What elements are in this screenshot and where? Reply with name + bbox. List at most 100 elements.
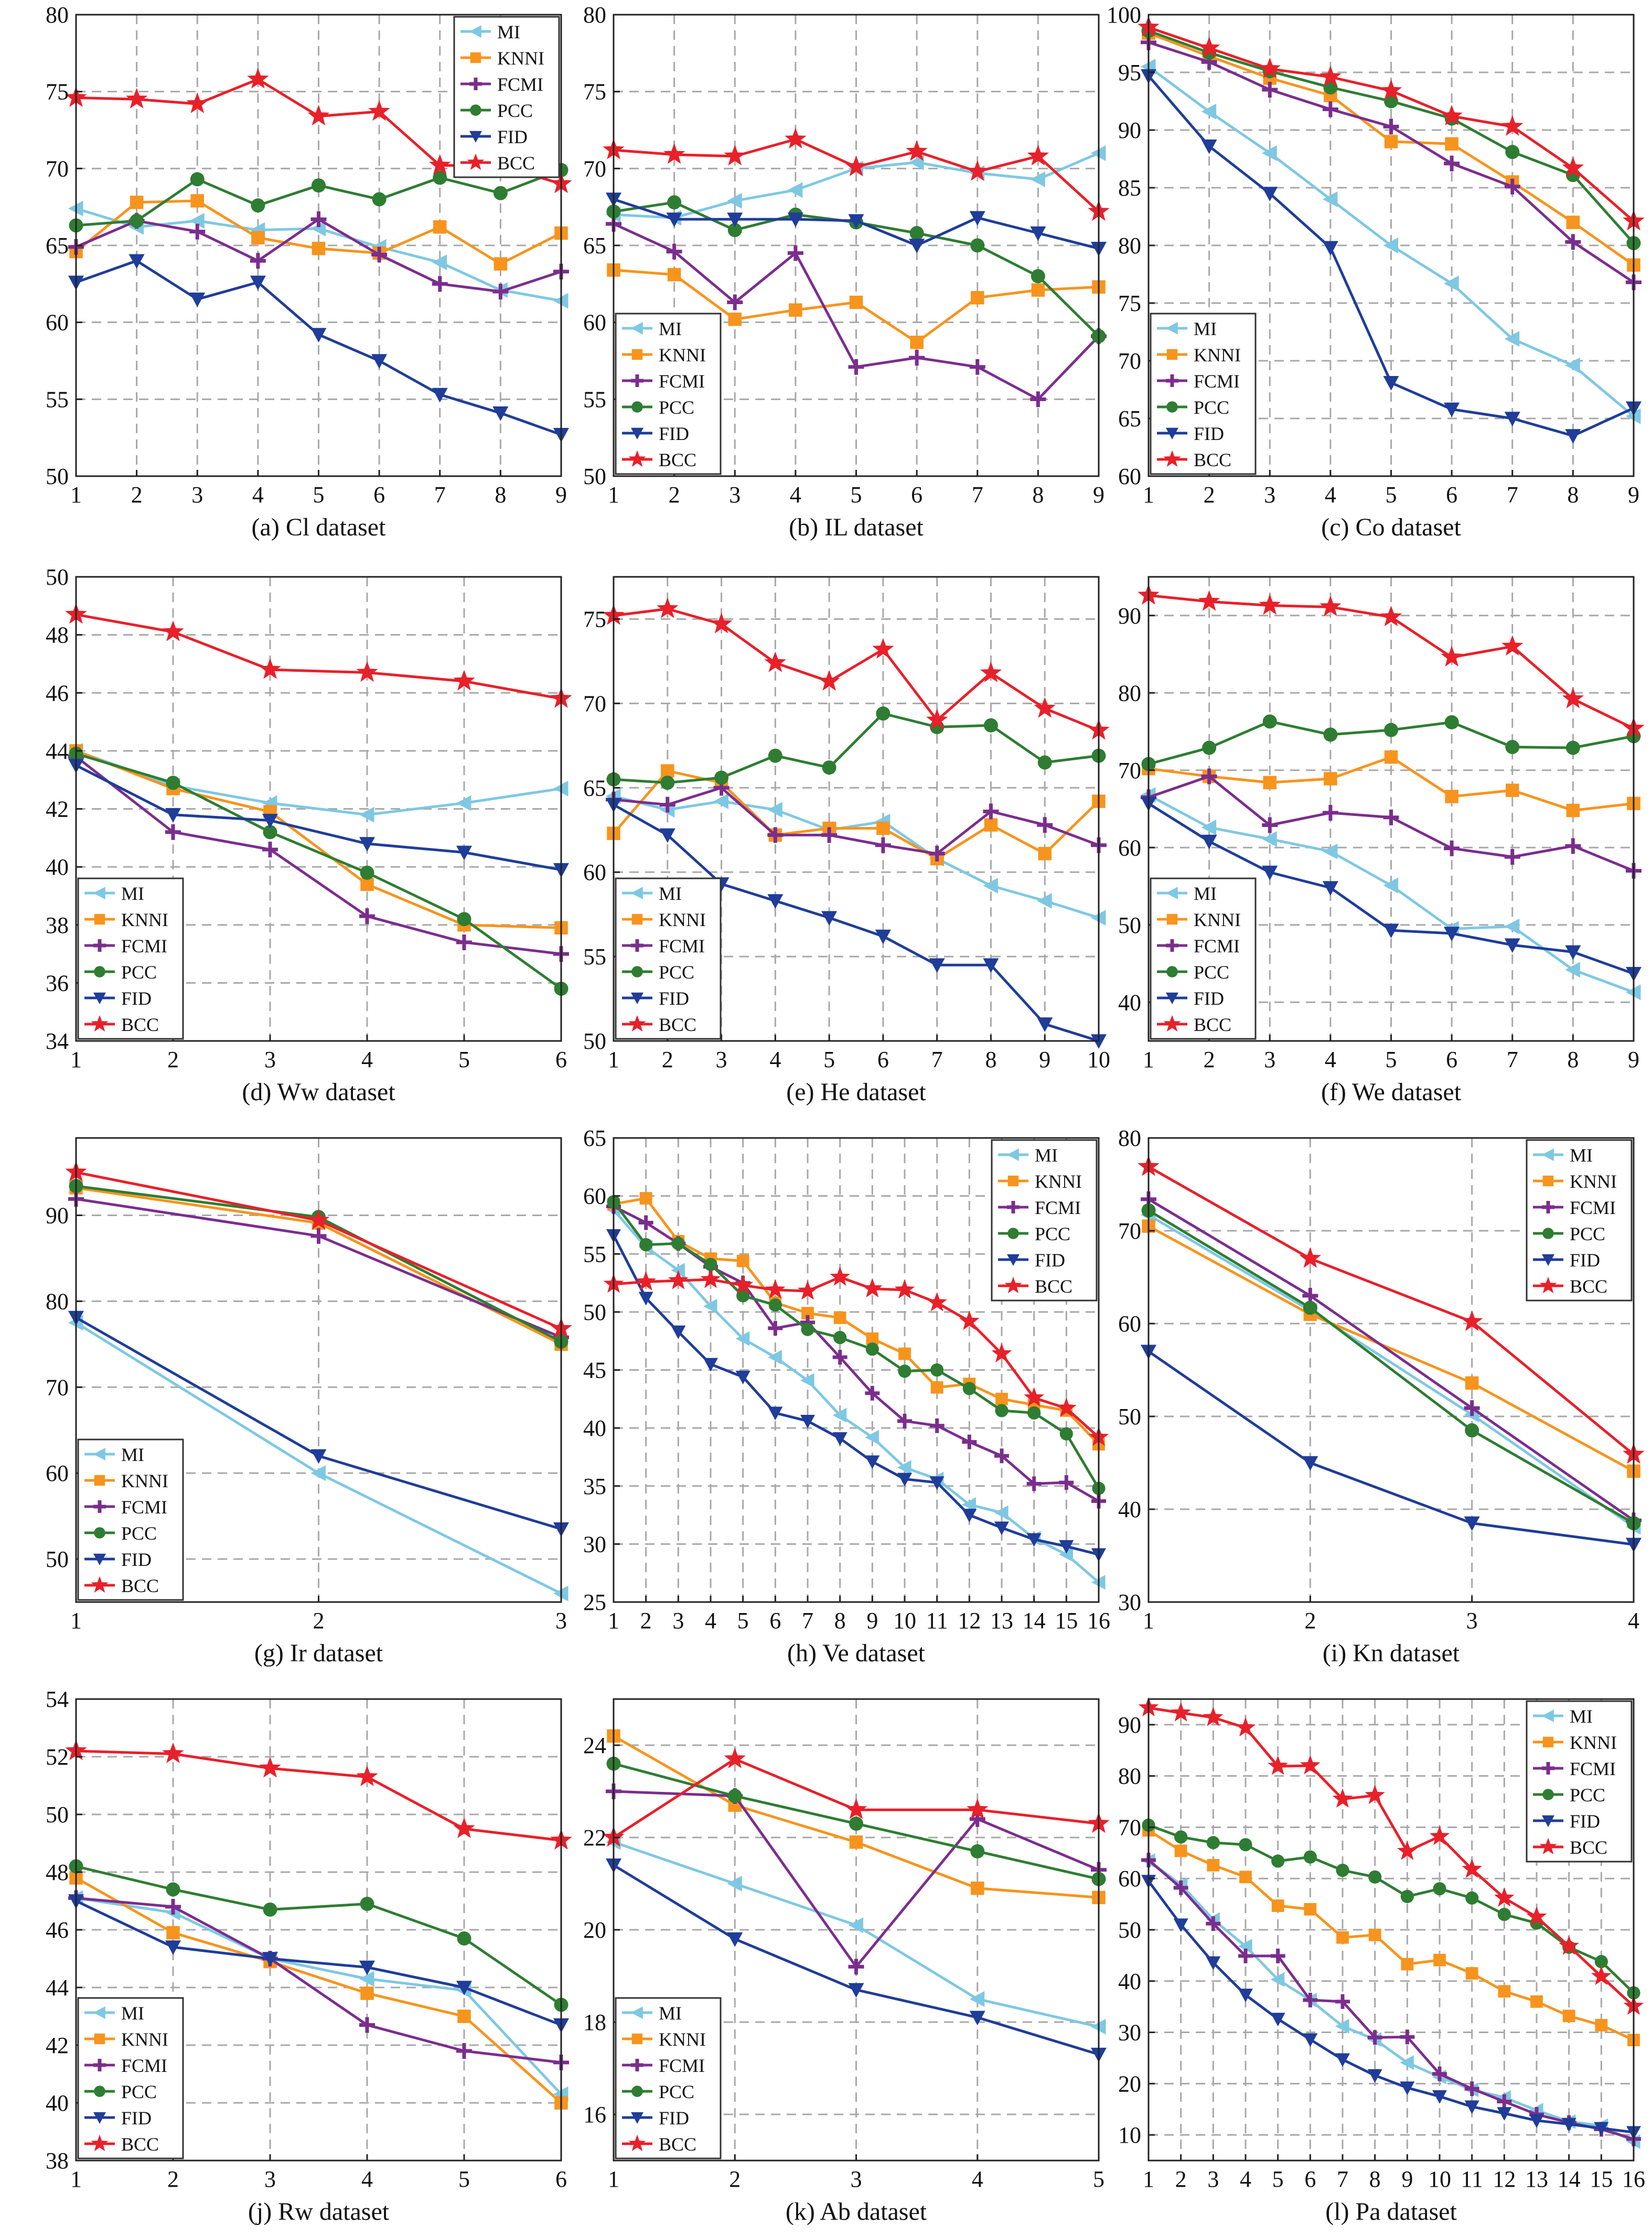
data-point-fid — [1059, 1540, 1074, 1554]
series-group — [603, 1729, 1110, 2062]
data-point-bcc — [1259, 594, 1281, 615]
legend-box — [77, 877, 184, 1040]
data-point-fcmi — [1565, 838, 1581, 854]
data-point-mi — [713, 793, 729, 810]
data-point-pcc — [1465, 1423, 1479, 1438]
y-tick-label: 40 — [46, 2090, 69, 2116]
data-point-fid — [1367, 2069, 1382, 2083]
data-point-mi — [1262, 145, 1277, 161]
legend-label-fcmi: FCMI — [121, 1497, 167, 1518]
x-tick-label: 10 — [1087, 1047, 1110, 1072]
legend-marker-knni — [631, 349, 643, 360]
y-tick-label: 70 — [583, 156, 606, 181]
data-point-fcmi — [310, 211, 327, 228]
data-point-fcmi — [865, 1385, 880, 1401]
data-point-fcmi — [1504, 848, 1520, 865]
y-tick-label: 40 — [1118, 990, 1141, 1015]
data-point-pcc — [1505, 145, 1520, 159]
data-point-pcc — [372, 192, 387, 207]
legend-label-mi: MI — [1194, 883, 1217, 904]
data-point-fid — [832, 1432, 848, 1446]
legend-label-pcc: PCC — [1194, 962, 1229, 983]
data-point-bcc — [1397, 1841, 1418, 1860]
y-tick-label: 75 — [46, 79, 69, 105]
plot-frame — [1147, 1137, 1635, 1603]
y-tick-label: 80 — [1118, 680, 1141, 706]
data-point-fid — [128, 254, 145, 269]
data-point-fcmi — [1444, 155, 1460, 171]
y-tick-label: 60 — [583, 1184, 606, 1209]
data-point-bcc — [1429, 1825, 1450, 1845]
x-tick-label: 3 — [1466, 1608, 1478, 1634]
data-point-fcmi — [432, 276, 448, 292]
data-point-bcc — [1462, 1858, 1482, 1878]
legend-box — [77, 1438, 184, 1601]
legend-label-bcc: BCC — [121, 1575, 159, 1596]
x-tick-label: 7 — [972, 482, 983, 508]
x-tick-label: 6 — [1304, 2166, 1316, 2192]
legend-marker-bcc — [1539, 1838, 1557, 1855]
data-point-fcmi — [359, 908, 375, 925]
y-tick-label: 80 — [583, 2, 606, 28]
data-point-fcmi — [1262, 817, 1278, 833]
legend-box — [615, 1997, 722, 2159]
data-point-pcc — [457, 1931, 471, 1946]
data-point-mi — [1335, 2018, 1349, 2034]
data-point-fcmi — [1262, 82, 1278, 98]
x-tick-label: 8 — [1567, 1047, 1579, 1072]
legend-marker-mi — [469, 25, 481, 38]
y-axis: 25 30 35 40 45 50 55 60 65 — [583, 1125, 620, 1615]
data-point-bcc — [1380, 606, 1402, 627]
data-point-pcc — [1174, 1830, 1188, 1844]
data-point-bcc — [926, 708, 948, 730]
legend-label-fid: FID — [497, 126, 528, 147]
y-tick-label: 38 — [46, 912, 69, 938]
legend-marker-pcc — [631, 2086, 643, 2097]
data-point-pcc — [736, 1289, 750, 1303]
legend-label-fid: FID — [121, 1549, 152, 1570]
data-point-bcc — [663, 143, 685, 164]
y-tick-label: 75 — [1118, 291, 1141, 316]
data-point-pcc — [312, 178, 326, 193]
x-tick-label: 16 — [1087, 1608, 1110, 1634]
legend-marker-fcmi — [1542, 1762, 1554, 1775]
data-point-mi — [832, 1407, 847, 1423]
chart-panel: 1 2 3 4 5 6 7 8 9 10 11 12 13 14 15 1625303540455055606… — [583, 1125, 1110, 1667]
legend-label-fid: FID — [1035, 1250, 1065, 1271]
y-tick-label: 50 — [46, 1546, 69, 1572]
legend-marker-bcc — [1163, 450, 1181, 467]
data-point-mi — [1030, 171, 1045, 187]
legend-label-knni: KNNI — [497, 48, 544, 69]
x-tick-label: 9 — [1628, 482, 1639, 508]
data-point-knni — [1465, 1967, 1478, 1980]
legend-marker-fcmi — [93, 939, 106, 952]
data-point-bcc — [830, 1266, 850, 1286]
y-tick-label: 44 — [46, 1975, 69, 2001]
data-point-knni — [1498, 1985, 1511, 1998]
chart-caption: (b) IL dataset — [789, 513, 924, 541]
legend-marker-fid — [1542, 1815, 1554, 1827]
x-tick-label: 3 — [1264, 482, 1275, 508]
legend-marker-mi — [93, 2006, 105, 2019]
x-tick-label: 13 — [1525, 2166, 1548, 2192]
data-point-bcc — [368, 100, 390, 121]
y-tick-label: 75 — [583, 79, 606, 105]
data-point-knni — [1271, 1899, 1284, 1912]
data-point-bcc — [668, 1270, 689, 1290]
data-point-bcc — [1562, 687, 1584, 708]
data-point-bcc — [1562, 156, 1584, 178]
data-point-bcc — [162, 620, 184, 641]
data-point-pcc — [263, 825, 277, 840]
series-line-knni — [613, 1197, 1100, 1445]
data-point-knni — [971, 1882, 984, 1895]
legend-label-pcc: PCC — [1570, 1223, 1605, 1244]
legend: MI KNNI FCMI PCC FID BCC — [77, 877, 184, 1040]
data-point-fcmi — [456, 2043, 472, 2059]
data-point-fid — [1464, 2100, 1479, 2114]
x-tick-label: 1 — [1143, 1608, 1154, 1634]
data-point-mi — [1383, 238, 1398, 253]
data-point-bcc — [1056, 1398, 1077, 1417]
legend-label-bcc: BCC — [1194, 1014, 1231, 1035]
